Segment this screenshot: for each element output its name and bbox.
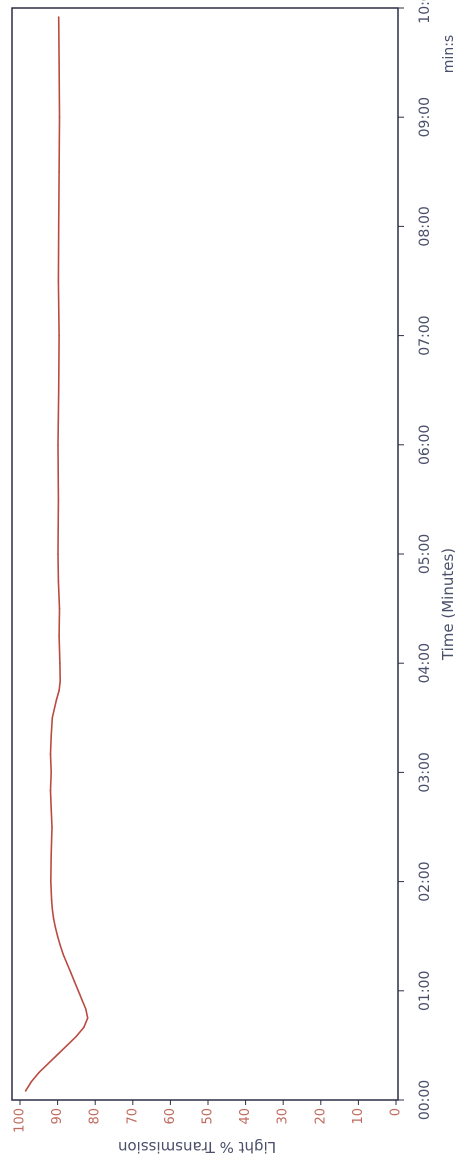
x-tick-label: 06:00 (417, 425, 433, 465)
data-point (58, 116, 61, 118)
y-tick-label: 50 (201, 1108, 216, 1125)
data-point (55, 698, 58, 701)
y-tick-label: 20 (313, 1108, 328, 1125)
data-point (59, 680, 61, 683)
data-point (58, 689, 60, 692)
data-point (47, 1062, 49, 1065)
data-point (58, 171, 60, 173)
data-point (49, 753, 52, 755)
data-point (59, 944, 61, 947)
data-point (57, 580, 60, 583)
data-point (59, 662, 61, 664)
data-point (57, 553, 59, 555)
data-point (51, 908, 54, 910)
data-point (57, 16, 60, 18)
y-tick-label: 10 (351, 1108, 366, 1125)
data-point (58, 607, 61, 610)
data-point (51, 717, 54, 719)
data-point (52, 917, 55, 919)
data-point (50, 880, 52, 883)
x-tick-label: 02:00 (417, 861, 433, 901)
data-point (49, 789, 52, 792)
x-tick-label: 01:00 (417, 971, 433, 1011)
data-point (56, 935, 59, 937)
data-point (50, 771, 52, 774)
x-tick-label: 00:00 (417, 1080, 433, 1120)
data-point (66, 962, 68, 965)
data-point (50, 853, 52, 856)
y-axis-ticks: 100 90 80 70 60 50 40 30 20 10 0 (13, 1100, 404, 1133)
data-point (38, 1071, 40, 1074)
data-point (54, 926, 57, 928)
y-tick-label: 30 (276, 1108, 291, 1125)
y-tick-label: 60 (163, 1108, 178, 1125)
data-point (81, 999, 83, 1001)
x-tick-label: 07:00 (417, 315, 433, 355)
x-tick-label: 04:00 (417, 643, 433, 683)
y-tick-label: 100 (13, 1108, 28, 1133)
plot-border (11, 7, 399, 1101)
y-tick-label: 70 (125, 1108, 140, 1125)
data-point (58, 635, 60, 637)
data-point (30, 1081, 33, 1083)
plot-area (11, 7, 399, 1101)
data-point (77, 990, 80, 992)
data-point (86, 1017, 89, 1019)
x-axis-unit: min:s (441, 35, 457, 73)
data-point (57, 389, 60, 392)
x-axis-ticks: 00:00 01:00 02:00 03:00 04:00 05:00 06:00 07:00… (398, 0, 433, 1120)
x-tick-label: 03:00 (417, 752, 433, 792)
data-point (73, 980, 76, 983)
data-point (57, 225, 60, 228)
data-point (50, 735, 52, 737)
data-point (56, 1053, 59, 1056)
data-point (57, 444, 59, 446)
data-point (66, 1044, 68, 1047)
y-tick-label: 40 (238, 1108, 253, 1125)
data-point (50, 899, 53, 901)
x-axis-title: Time (Minutes) (439, 548, 457, 661)
data-point (57, 280, 60, 282)
data-point (85, 1008, 87, 1010)
data-point (58, 61, 60, 64)
data-point (75, 1035, 78, 1038)
data-point (83, 1026, 85, 1028)
x-tick-label: 10:0 (417, 0, 433, 24)
data-point (24, 1090, 27, 1092)
data-point (62, 953, 64, 956)
x-tick-label: 09:00 (417, 97, 433, 137)
data-point (70, 971, 72, 974)
data-point (50, 808, 52, 810)
data-point (58, 334, 60, 337)
y-tick-label: 90 (50, 1108, 65, 1125)
x-tick-label: 05:00 (417, 534, 433, 574)
series-layer (24, 16, 89, 1092)
x-tick-label: 08:00 (417, 206, 433, 246)
y-axis-title: Light % Transmission (118, 1138, 276, 1156)
data-point (51, 826, 53, 828)
data-point (57, 498, 60, 501)
y-tick-label: 80 (88, 1108, 103, 1125)
y-tick-label: 0 (389, 1108, 404, 1116)
